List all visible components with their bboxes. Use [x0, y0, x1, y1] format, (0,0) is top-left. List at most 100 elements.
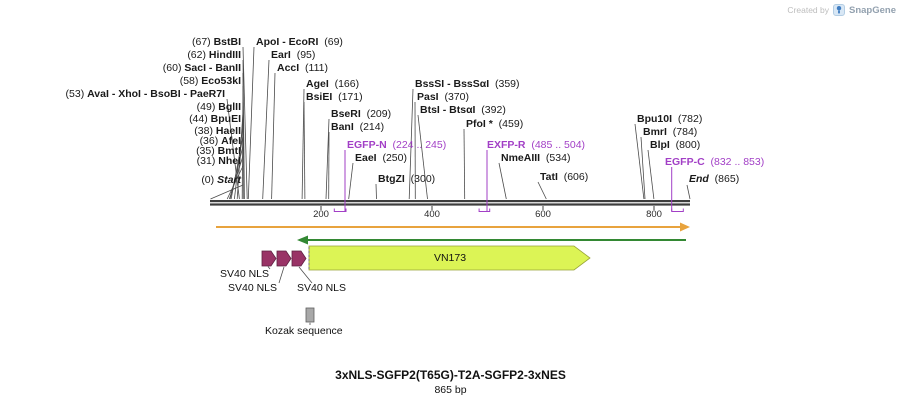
site-name: BglII: [218, 101, 241, 113]
site-position: (392): [475, 104, 506, 116]
site-name: Bpu10I: [637, 113, 673, 125]
site-name: NheI: [218, 155, 241, 167]
site-label: (31) NheI: [197, 156, 241, 167]
sv40-nls-arrow-1: [261, 250, 277, 267]
site-label: BmrI (784): [643, 127, 697, 138]
site-label: (35) BmtI: [196, 146, 241, 157]
site-label: PasI (370): [417, 92, 469, 103]
site-name: Start: [217, 174, 241, 186]
site-name: AccI: [277, 62, 300, 74]
site-position: (111): [299, 62, 328, 74]
site-name: AvaI - XhoI - BsoBI - PaeR7I: [87, 88, 225, 100]
site-pointer-lines: [210, 46, 691, 200]
primer-name: EXFP-R: [487, 139, 526, 151]
site-label: BtsI - BtsαI (392): [420, 105, 506, 116]
site-name: BpuEI: [210, 113, 241, 125]
site-name: BstBI: [213, 36, 241, 48]
primer-label-egfp-c: EGFP-C (832 .. 853): [665, 157, 764, 168]
primer-label-egfp-n: EGFP-N (224 .. 245): [347, 140, 446, 151]
ruler-tick-marks: [320, 206, 655, 210]
site-position: (359): [489, 78, 520, 90]
primer-range: (832 .. 853): [704, 156, 765, 168]
site-position: (67): [191, 36, 214, 48]
site-name: BmtI: [217, 145, 241, 157]
site-label: (49) BglII: [197, 102, 241, 113]
site-position: (44): [189, 113, 211, 125]
ruler-tick-label: 800: [646, 209, 662, 220]
feature-label-kozak: Kozak sequence: [265, 325, 343, 337]
site-label: (60) SacI - BanII: [163, 63, 241, 74]
site-position: (0): [201, 174, 218, 186]
site-position: (370): [438, 91, 469, 103]
site-name: End: [689, 173, 709, 185]
feature-pointer-lines: [267, 266, 313, 325]
sv40-nls-arrows: [261, 250, 307, 267]
feature-label-vn173: VN173: [433, 252, 467, 264]
ruler-tick-label: 400: [424, 209, 440, 220]
site-position: (38): [194, 125, 216, 137]
site-name: NmeAIII: [501, 152, 541, 164]
site-name: HindIII: [208, 49, 241, 61]
site-label: BseRI (209): [331, 109, 391, 120]
site-name: BtsI - BtsαI: [420, 104, 476, 116]
site-position: (784): [666, 126, 698, 138]
snapgene-logo-icon: [833, 4, 845, 16]
ruler-tick-label: 200: [313, 209, 329, 220]
primer-range: (224 .. 245): [386, 139, 447, 151]
site-label: (38) HaeII: [194, 126, 241, 137]
site-position: (58): [179, 75, 202, 87]
start-label: (0) Start: [201, 175, 241, 186]
site-name: BtgZI: [378, 173, 405, 185]
site-name: BssSI - BssSαI: [415, 78, 490, 90]
feature-label-sv40-nls-1: SV40 NLS: [220, 268, 270, 280]
primer-label-exfp-r: EXFP-R (485 .. 504): [487, 140, 585, 151]
site-position: (300): [404, 173, 436, 185]
sequence-line: [210, 200, 690, 206]
feature-label-sv40-nls-3: SV40 NLS: [297, 282, 347, 294]
site-label: BlpI (800): [650, 140, 700, 151]
site-label: (44) BpuEI: [189, 114, 241, 125]
site-label: NmeAIII (534): [501, 153, 570, 164]
site-position: (69): [318, 36, 343, 48]
vn173-arrow: [308, 245, 591, 271]
site-position: (36): [199, 135, 222, 147]
site-name: BmrI: [643, 126, 667, 138]
primer-range: (485 .. 504): [525, 139, 586, 151]
title-block: 3xNLS-SGFP2(T65G)-T2A-SGFP2-3xNES 865 bp: [0, 368, 901, 396]
kozak-box: [305, 307, 315, 323]
site-position: (606): [557, 171, 589, 183]
site-name: Eco53kI: [201, 75, 241, 87]
site-position: (250): [376, 152, 407, 164]
site-position: (209): [360, 108, 392, 120]
site-label: (36) AfeI: [200, 136, 241, 147]
site-name: PasI: [417, 91, 439, 103]
site-name: HaeII: [215, 125, 241, 137]
site-position: (171): [332, 91, 363, 103]
site-name: SacI - BanII: [184, 62, 241, 74]
site-label: EaeI (250): [355, 153, 407, 164]
primer-name: EGFP-C: [665, 156, 705, 168]
site-name: AfeI: [221, 135, 241, 147]
site-position: (214): [353, 121, 385, 133]
site-label: TatI (606): [540, 172, 588, 183]
primer-egfp-n-marker: [333, 150, 347, 212]
site-position: (49): [196, 101, 219, 113]
site-label: BsiEI (171): [306, 92, 363, 103]
site-position: (459): [492, 118, 524, 130]
site-label: EarI (95): [271, 50, 315, 61]
site-label: ApoI - EcoRI (69): [256, 37, 343, 48]
credit-brand: SnapGene: [849, 4, 896, 16]
credit-text: Created by: [787, 5, 829, 15]
site-label: AgeI (166): [306, 79, 359, 90]
site-label: (62) HindIII: [187, 50, 241, 61]
site-position: (782): [672, 113, 703, 125]
orf-arrow-forward: [216, 222, 690, 232]
site-label: (67) BstBI: [192, 37, 241, 48]
site-label: BssSI - BssSαI (359): [415, 79, 520, 90]
site-label: Bpu10I (782): [637, 114, 702, 125]
end-label: End (865): [689, 174, 739, 185]
site-label: AccI (111): [277, 63, 328, 74]
site-position: (534): [540, 152, 571, 164]
primer-egfp-c-marker: [671, 167, 684, 212]
